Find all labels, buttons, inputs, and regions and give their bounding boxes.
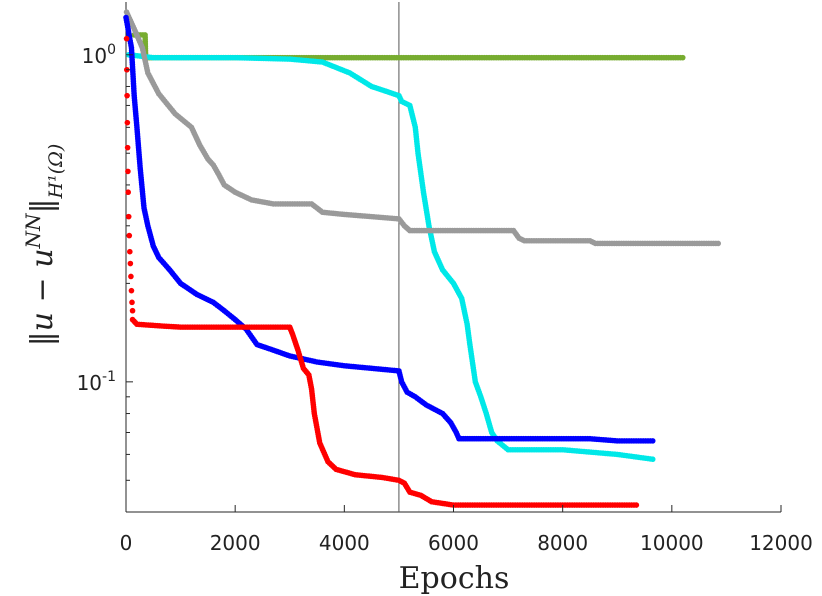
y-tick-label: 100	[82, 42, 116, 68]
data-point	[128, 287, 135, 294]
data-point	[125, 168, 131, 175]
y-tick-label: 10-1	[77, 369, 116, 395]
x-tick-label: 6000	[428, 531, 479, 555]
y-axis-label-main: ‖u − u	[25, 248, 60, 346]
data-point	[129, 307, 136, 314]
svg-text:‖u − uNN‖H¹(Ω): ‖u − uNN‖H¹(Ω)	[21, 144, 67, 347]
tick-layer: 0 2000 4000 6000 8000 10000 12000 100 10-1	[77, 42, 813, 555]
series-5	[123, 35, 136, 314]
data-point	[124, 119, 131, 126]
y-axis-label-subscript: H¹(Ω)	[45, 144, 67, 200]
series-3	[123, 14, 656, 444]
x-tick-label: 8000	[537, 531, 588, 555]
data-point	[127, 260, 134, 267]
y-axis-label-superscript: NN	[21, 212, 45, 250]
data-point	[124, 144, 131, 151]
x-tick-label: 10000	[640, 531, 704, 555]
data-point	[649, 456, 656, 463]
data-point	[129, 299, 135, 306]
data-point	[649, 438, 656, 444]
series-2	[123, 9, 722, 247]
series-4	[129, 316, 640, 508]
data-point	[123, 35, 130, 42]
x-tick-label: 4000	[319, 531, 370, 555]
series-1	[125, 51, 656, 463]
data-point	[124, 92, 130, 99]
data-point	[633, 502, 640, 508]
y-axis-label-end: ‖	[25, 198, 60, 213]
data-point	[128, 273, 134, 280]
data-point	[125, 213, 132, 220]
data-point	[126, 232, 133, 239]
x-tick-label: 2000	[210, 531, 261, 555]
data-point	[679, 54, 686, 61]
y-axis-label: ‖u − uNN‖H¹(Ω)	[21, 144, 67, 347]
data-point	[125, 189, 131, 196]
data-point	[127, 248, 133, 255]
x-tick-label: 0	[120, 531, 133, 555]
x-axis-label: Epochs	[399, 561, 510, 596]
x-tick-label: 12000	[749, 531, 813, 555]
data-point	[715, 240, 722, 247]
axes	[125, 2, 781, 513]
series-layer	[123, 9, 722, 508]
